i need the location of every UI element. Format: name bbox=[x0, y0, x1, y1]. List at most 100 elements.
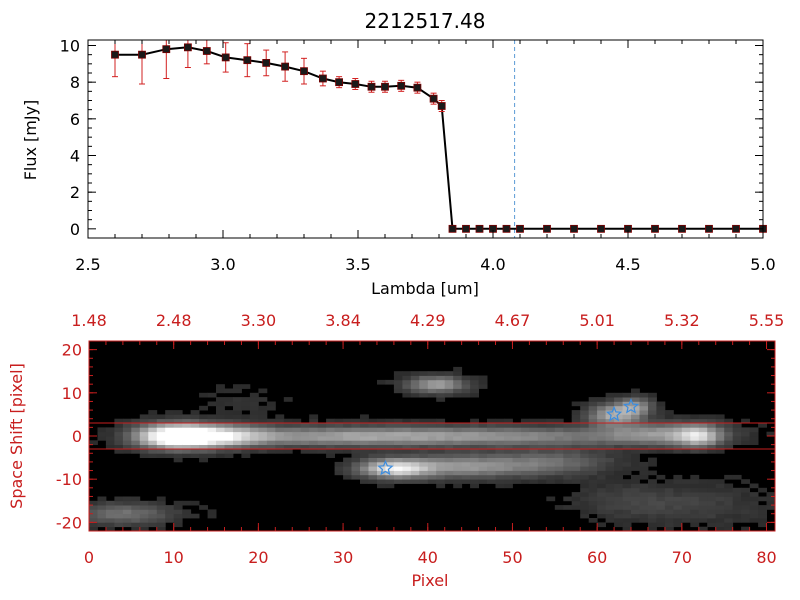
image-pixel bbox=[427, 457, 437, 463]
image-pixel bbox=[122, 444, 132, 450]
image-pixel bbox=[182, 423, 192, 428]
image-pixel bbox=[520, 461, 530, 467]
image-pixel bbox=[648, 440, 657, 445]
data-point bbox=[162, 45, 171, 54]
image-pixel bbox=[292, 427, 302, 433]
image-pixel bbox=[690, 436, 700, 441]
image-pixel bbox=[377, 444, 386, 450]
image-pixel bbox=[233, 444, 242, 450]
image-pixel bbox=[639, 427, 649, 433]
image-pixel bbox=[487, 418, 496, 424]
image-pixel bbox=[504, 427, 513, 433]
image-pixel bbox=[427, 418, 437, 424]
image-pixel bbox=[698, 440, 708, 445]
image-pixel bbox=[190, 423, 200, 428]
image-pixel bbox=[724, 427, 734, 433]
image-pixel bbox=[758, 496, 767, 502]
image-pixel bbox=[698, 483, 708, 489]
image-pixel bbox=[622, 427, 632, 433]
image-pixel bbox=[165, 427, 175, 433]
image-pixel bbox=[233, 436, 242, 441]
image-pixel bbox=[639, 474, 649, 480]
image-pixel bbox=[715, 423, 725, 428]
image-pixel bbox=[656, 509, 666, 515]
image-pixel bbox=[436, 440, 446, 445]
image-pixel bbox=[419, 479, 429, 484]
image-pixel bbox=[444, 371, 454, 376]
image-pixel bbox=[673, 492, 683, 497]
image-pixel bbox=[639, 487, 649, 493]
image-pixel bbox=[410, 392, 420, 398]
image-pixel bbox=[461, 440, 471, 445]
image-pixel bbox=[715, 487, 725, 493]
image-pixel bbox=[199, 418, 208, 424]
image-pixel bbox=[131, 505, 141, 510]
image-pixel bbox=[495, 444, 505, 450]
image-pixel bbox=[453, 470, 463, 476]
image-pixel bbox=[224, 397, 234, 402]
image-pixel bbox=[639, 505, 649, 510]
image-pixel bbox=[605, 405, 615, 411]
image-pixel bbox=[410, 371, 420, 376]
image-pixel bbox=[351, 418, 361, 424]
image-pixel bbox=[673, 509, 683, 515]
image-pixel bbox=[732, 431, 742, 437]
image-pixel bbox=[258, 405, 268, 411]
image-pixel bbox=[504, 466, 513, 471]
image-pixel bbox=[622, 505, 632, 510]
image-pixel bbox=[216, 427, 225, 433]
image-pixel bbox=[114, 431, 124, 437]
image-pixel bbox=[597, 440, 606, 445]
image-pixel bbox=[249, 431, 259, 437]
image-pixel bbox=[648, 518, 657, 523]
image-pixel bbox=[249, 436, 259, 441]
image-pixel bbox=[749, 513, 759, 519]
image-pixel bbox=[182, 453, 192, 458]
image-pixel bbox=[580, 479, 590, 484]
image-pixel bbox=[664, 436, 674, 441]
image-pixel bbox=[97, 522, 107, 528]
image-pixel bbox=[758, 509, 767, 515]
image-pixel bbox=[385, 423, 395, 428]
image-pixel bbox=[673, 431, 683, 437]
image-pixel bbox=[707, 492, 717, 497]
image-pixel bbox=[588, 431, 598, 437]
image-pixel bbox=[690, 505, 700, 510]
image-pixel bbox=[393, 470, 403, 476]
image-pixel bbox=[461, 479, 471, 484]
image-pixel bbox=[461, 431, 471, 437]
image-pixel bbox=[554, 461, 564, 467]
image-pixel bbox=[648, 500, 657, 506]
image-pixel bbox=[614, 509, 623, 515]
image-pixel bbox=[275, 449, 285, 454]
image-pixel bbox=[588, 418, 598, 424]
image-pixel bbox=[487, 436, 496, 441]
image-pixel bbox=[156, 505, 166, 510]
image-pixel bbox=[427, 431, 437, 437]
image-pixel bbox=[605, 436, 615, 441]
image-pixel bbox=[275, 440, 285, 445]
image-pixel bbox=[554, 466, 564, 471]
image-pixel bbox=[444, 375, 454, 381]
image-pixel bbox=[614, 496, 623, 502]
image-pixel bbox=[631, 474, 640, 480]
image-pixel bbox=[393, 427, 403, 433]
image-pixel bbox=[546, 444, 556, 450]
image-pixel bbox=[529, 431, 539, 437]
image-pixel bbox=[690, 483, 700, 489]
image-pixel bbox=[690, 500, 700, 506]
data-point bbox=[678, 224, 686, 233]
image-pixel bbox=[758, 423, 767, 428]
image-pixel bbox=[715, 518, 725, 523]
image-pixel bbox=[199, 453, 208, 458]
image-pixel bbox=[436, 483, 446, 489]
image-pixel bbox=[326, 444, 335, 450]
image-pixel bbox=[182, 414, 192, 420]
image-pixel bbox=[427, 470, 437, 476]
image-pixel bbox=[410, 470, 420, 476]
image-pixel bbox=[343, 427, 352, 433]
image-pixel bbox=[495, 461, 505, 467]
image-pixel bbox=[546, 423, 556, 428]
image-pixel bbox=[360, 414, 369, 420]
image-pixel bbox=[470, 453, 479, 458]
